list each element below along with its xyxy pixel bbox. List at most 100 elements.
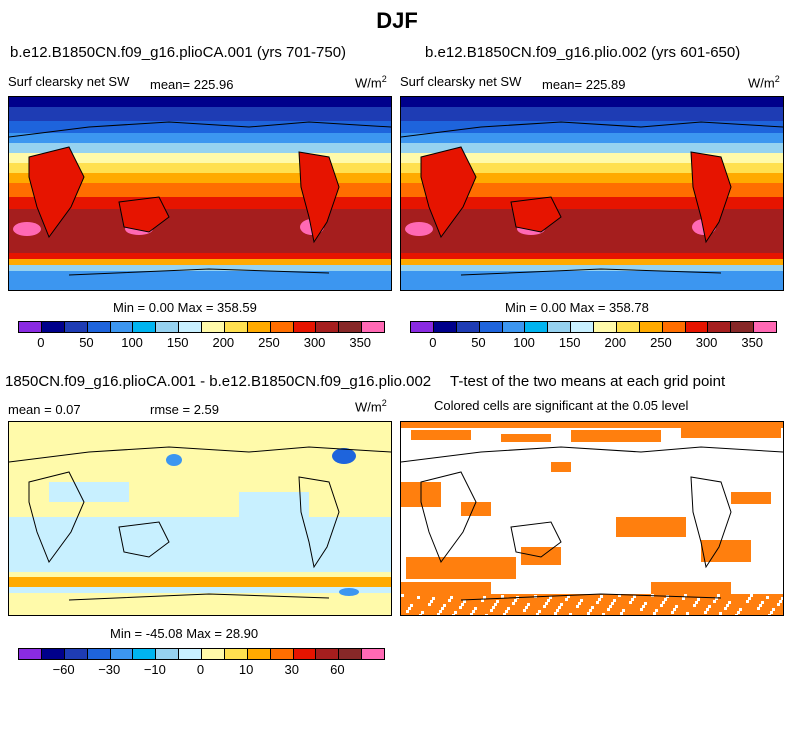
band (401, 143, 783, 153)
insignificant-cell (653, 612, 656, 615)
insignificant-cell (507, 607, 510, 610)
colorbar-tick-label: −60 (52, 662, 75, 677)
band (9, 121, 391, 133)
insignificant-cell (401, 594, 404, 597)
colorbar-swatch (571, 322, 594, 332)
insignificant-cell (461, 603, 464, 606)
continent-outline (420, 471, 477, 564)
significant-cell-region (651, 582, 731, 594)
significant-cell-region (411, 430, 471, 440)
significant-cell-region (681, 428, 781, 438)
continent-outline (401, 121, 783, 138)
continent-outline (690, 151, 732, 244)
colorbar-swatch (548, 322, 572, 332)
continent-outline (68, 593, 330, 601)
colorbar-tick-label: 0 (196, 662, 205, 677)
insignificant-cell (671, 611, 674, 614)
colorbar-swatch (179, 649, 202, 659)
colorbar-swatch (110, 649, 134, 659)
insignificant-cell (737, 611, 740, 614)
insignificant-cell (781, 597, 783, 600)
colorbar-bottom-left (18, 648, 385, 660)
colorbar-tick-label: 60 (330, 662, 345, 677)
band (401, 97, 783, 107)
band (401, 259, 783, 265)
insignificant-cell (602, 613, 605, 615)
band (9, 153, 391, 163)
continent-outline (510, 196, 562, 233)
colorbar-tick-label: 250 (650, 335, 672, 350)
band (9, 107, 391, 121)
colorbar-swatch (202, 649, 225, 659)
colorbar-top-right (410, 321, 777, 333)
colorbar-swatch (339, 322, 363, 332)
insignificant-cell (494, 603, 497, 606)
diff-patch (9, 587, 391, 593)
band (9, 265, 391, 271)
insignificant-cell (503, 613, 506, 615)
colorbar-tick-label: −10 (143, 662, 166, 677)
significant-cell-region (401, 422, 783, 428)
insignificant-cell (481, 599, 484, 602)
insignificant-cell (662, 601, 665, 604)
significant-cell-region (406, 557, 516, 579)
significant-cell-region (616, 517, 686, 537)
diff-patch (239, 492, 309, 517)
insignificant-cell (452, 614, 455, 615)
significant-cell-region (701, 540, 751, 562)
continent-outline (298, 151, 340, 244)
insignificant-cell (512, 602, 515, 605)
continent-outline (510, 521, 562, 558)
band (401, 197, 783, 209)
colorbar-swatch (616, 322, 640, 332)
insignificant-cell (576, 605, 579, 608)
insignificant-cell (768, 614, 771, 615)
continent-outline (28, 146, 85, 239)
variable-label-top-left: Surf clearsky net SW (8, 74, 130, 89)
colorbar-swatch (41, 322, 65, 332)
colorbar-swatch (708, 322, 732, 332)
insignificant-cell (640, 608, 643, 611)
insignificant-cell (437, 613, 440, 615)
insignificant-cell (697, 598, 700, 601)
insignificant-cell (483, 596, 486, 599)
units-label-top-right: W/m2 (748, 74, 780, 91)
band (9, 197, 391, 209)
significant-cell-region (461, 502, 491, 516)
band (401, 183, 783, 197)
insignificant-cell (523, 609, 526, 612)
band (401, 133, 783, 143)
colorbar-swatch (639, 322, 663, 332)
colorbar-swatch (87, 649, 111, 659)
colorbar-swatch (224, 322, 248, 332)
continent-outline (420, 146, 477, 239)
band (9, 259, 391, 265)
significant-cell-region (521, 547, 561, 565)
insignificant-cell (660, 604, 663, 607)
insignificant-cell (598, 598, 601, 601)
insignificant-cell (655, 609, 658, 612)
insignificant-cell (496, 600, 499, 603)
map-top-right (400, 96, 784, 291)
continent-outline (28, 471, 85, 564)
colorbar-swatch (156, 322, 180, 332)
colorbar-swatch (133, 649, 157, 659)
continent-outline (118, 196, 170, 233)
insignificant-cell (538, 610, 541, 613)
rmse-label-bottom-left: rmse = 2.59 (150, 402, 220, 417)
insignificant-cell (618, 594, 621, 597)
insignificant-cell (750, 594, 753, 597)
colorbar-tick-label: 350 (349, 335, 372, 350)
insignificant-cell (757, 607, 760, 610)
insignificant-cell (675, 605, 678, 608)
insignificant-cell (724, 607, 727, 610)
colorbar-tick-label: 50 (471, 335, 486, 350)
insignificant-cell (430, 600, 433, 603)
insignificant-cell (708, 605, 711, 608)
colorbar-swatch (502, 322, 526, 332)
insignificant-cell (578, 602, 581, 605)
insignificant-cell (706, 608, 709, 611)
colorbar-swatch (316, 649, 340, 659)
insignificant-cell (728, 601, 731, 604)
diff-patch (339, 588, 359, 596)
